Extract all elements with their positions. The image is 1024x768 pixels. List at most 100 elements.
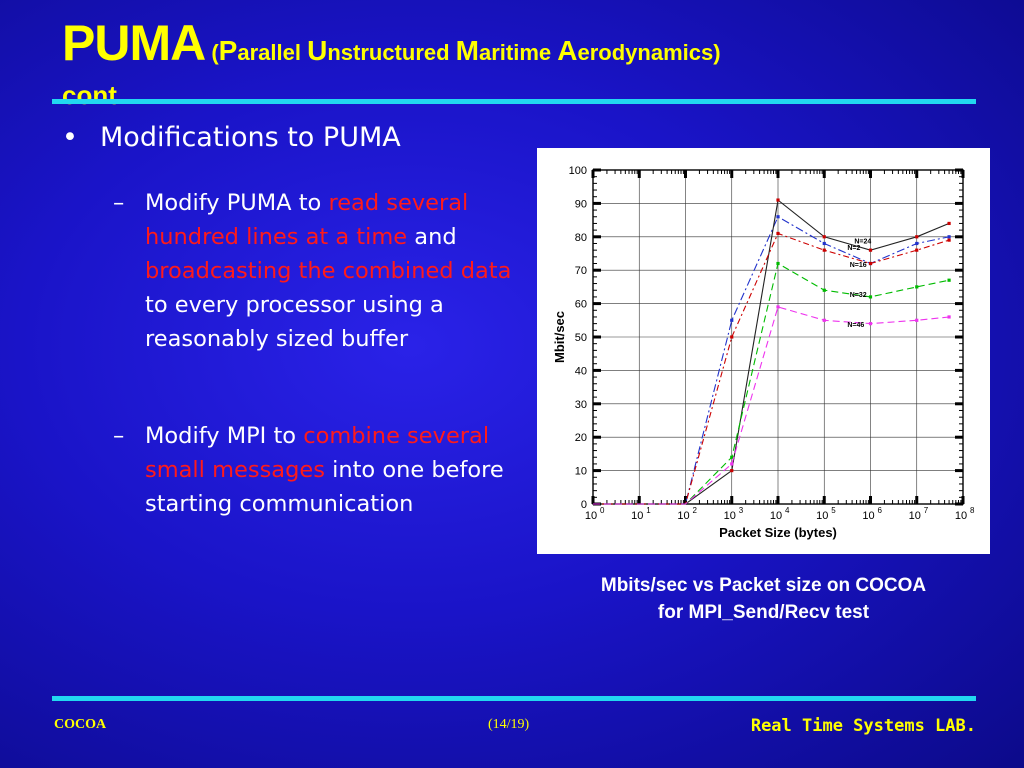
data-point-n-24	[776, 198, 780, 202]
title-paren: (	[205, 40, 219, 65]
x-tick-label: 10	[909, 510, 921, 522]
data-point-n-46	[915, 318, 919, 322]
x-tick-exponent: 4	[785, 506, 790, 515]
data-point-n-24	[868, 248, 873, 252]
data-point-n-2	[730, 318, 734, 322]
y-tick-label: 80	[575, 232, 587, 244]
x-tick-label: 10	[862, 510, 874, 522]
x-tick-label: 10	[770, 510, 782, 522]
series-line-n-2	[593, 216, 950, 505]
data-point-n-32	[868, 295, 873, 299]
data-point-n-46	[822, 318, 826, 322]
data-point-n-24	[822, 235, 826, 239]
data-point-n-16	[947, 238, 951, 242]
data-point-n-24	[730, 469, 734, 473]
x-tick-exponent: 3	[739, 506, 744, 515]
data-point-n-32	[947, 278, 951, 282]
data-point-n-32	[915, 285, 919, 289]
y-tick-label: 100	[569, 165, 587, 177]
series-annotation: N=46	[847, 322, 864, 329]
title-cont: cont.	[62, 80, 125, 110]
y-axis-label: Mbit/sec	[552, 311, 567, 363]
data-point-n-2	[776, 215, 780, 219]
y-tick-label: 90	[575, 198, 587, 210]
series-annotation: N=24	[854, 238, 871, 245]
y-tick-label: 60	[575, 299, 587, 311]
x-tick-exponent: 8	[970, 506, 975, 515]
title-letter-p: P	[218, 35, 238, 66]
x-tick-label: 10	[724, 510, 736, 522]
data-point-n-16	[730, 335, 734, 339]
caption-line1: Mbits/sec vs Packet size on COCOA	[600, 575, 927, 596]
text-span: into one before starting communication	[145, 457, 504, 517]
text-span: Modify PUMA to	[145, 190, 329, 216]
chart-caption: Mbits/sec vs Packet size on COCOA for MP…	[537, 572, 990, 626]
highlight-text: combine several small messages	[145, 423, 490, 483]
x-tick-label: 10	[955, 510, 967, 522]
sub-item-modify-puma: – Modify PUMA to read several hundred li…	[113, 186, 513, 356]
y-tick-label: 40	[575, 365, 587, 377]
y-tick-label: 50	[575, 332, 587, 344]
x-tick-exponent: 0	[600, 506, 605, 515]
data-point-n-46	[947, 315, 951, 319]
title-word-unstructured: nstructured	[327, 40, 456, 65]
title-letter-u: U	[307, 35, 328, 66]
chart-panel: 0 10 20 30 40 50 60 70 80 90 100 10 0 10 1 10 2 10 3 10 4 10 5…	[537, 148, 990, 554]
caption-line2: for MPI_Send/Recv test	[657, 602, 870, 623]
data-point-n-16	[915, 248, 919, 252]
title-word-maritime: aritime	[479, 40, 558, 65]
data-point-n-16	[868, 261, 873, 266]
y-tick-label: 30	[575, 399, 587, 411]
y-tick-label: 10	[575, 466, 587, 478]
title-word-parallel: arallel	[237, 40, 308, 65]
x-tick-exponent: 6	[878, 506, 883, 515]
data-point-n-32	[730, 455, 734, 459]
bullet-text: Modifications to PUMA	[100, 122, 401, 153]
dash-marker: –	[113, 423, 125, 449]
text-span: Modify MPI to	[145, 423, 304, 449]
x-tick-label: 10	[677, 510, 689, 522]
y-tick-label: 20	[575, 432, 587, 444]
title-letter-a: A	[557, 35, 578, 66]
title-subtitle: (Parallel Unstructured Maritime Aerodyna…	[205, 35, 721, 66]
series-line-n-46	[593, 306, 950, 505]
series-annotation: N=2	[847, 245, 860, 252]
series-line-n-24	[593, 199, 950, 505]
bullet-modifications: • Modifications to PUMA	[62, 122, 401, 153]
data-point-n-24	[947, 221, 951, 226]
title-word-aerodynamics: erodynamics)	[577, 40, 721, 65]
y-tick-label: 0	[581, 499, 587, 511]
data-point-n-2	[822, 241, 826, 246]
y-tick-label: 70	[575, 265, 587, 277]
data-point-n-46	[776, 305, 780, 309]
data-point-n-2	[947, 235, 951, 239]
data-point-n-2	[915, 241, 919, 246]
title-divider	[52, 99, 976, 104]
data-point-n-16	[822, 248, 826, 252]
x-tick-label: 10	[631, 510, 643, 522]
data-point-n-32	[776, 261, 780, 266]
title-letter-m: M	[455, 35, 479, 66]
x-tick-exponent: 2	[693, 506, 698, 515]
x-tick-label: 10	[585, 510, 597, 522]
footer-left: COCOA	[54, 717, 107, 732]
footer-divider	[52, 696, 976, 701]
slide-title: P U M A (Parallel Unstructured Maritime Aer…	[62, 14, 721, 72]
sub-item-text: Modify MPI to combine several small mess…	[145, 419, 513, 521]
dash-marker: –	[113, 190, 125, 216]
series-line-n-32	[593, 262, 950, 505]
text-span: to every processor using a reasonably si…	[145, 292, 444, 352]
sub-item-text: Modify PUMA to read several hundred line…	[145, 186, 513, 356]
x-tick-exponent: 5	[831, 506, 836, 515]
bullet-dot: •	[62, 122, 78, 153]
footer-lab-name: Real Time Systems LAB.	[750, 716, 976, 736]
series-annotation: N=32	[850, 292, 867, 299]
data-point-n-46	[730, 462, 734, 466]
data-point-n-46	[868, 322, 873, 326]
text-span: and	[407, 224, 457, 250]
data-point-n-32	[822, 288, 826, 292]
x-tick-exponent: 7	[924, 506, 929, 515]
x-axis-label: Packet Size (bytes)	[719, 525, 837, 540]
x-tick-label: 10	[816, 510, 828, 522]
